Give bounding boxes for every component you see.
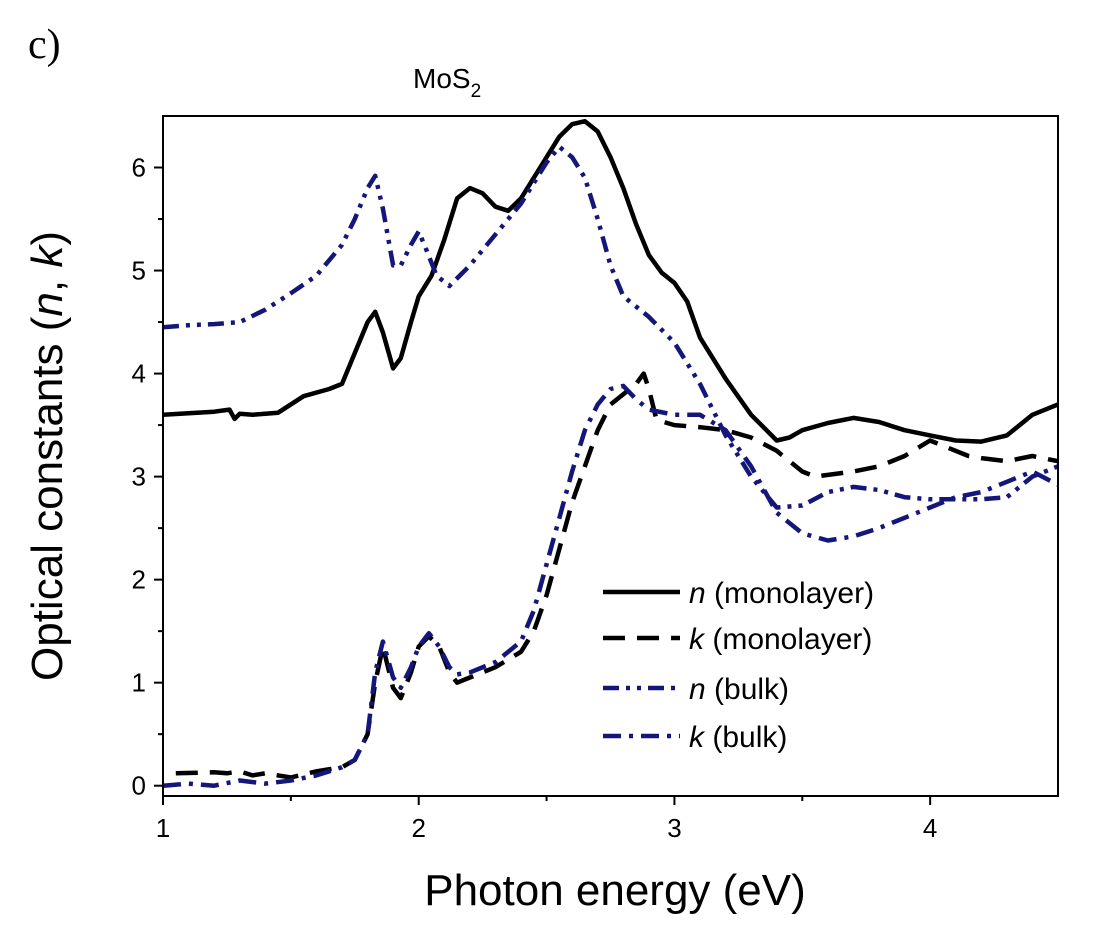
x-tick-label: 4 — [923, 813, 937, 843]
chart-title: MoS2 — [413, 63, 481, 102]
y-tick-label: 3 — [132, 462, 146, 492]
y-axis-title: Optical constants (n, k) — [23, 231, 72, 681]
x-tick-label: 3 — [667, 813, 681, 843]
series-line-0 — [163, 118, 1058, 444]
x-axis-title: Photon energy (eV) — [424, 866, 806, 915]
series-line-2 — [163, 144, 1058, 510]
legend-label-2: n (bulk) — [689, 673, 789, 706]
y-tick-label: 5 — [132, 256, 146, 286]
y-tick-label: 1 — [132, 668, 146, 698]
legend-label-0: n (monolayer) — [689, 577, 874, 610]
legend-label-1: k (monolayer) — [689, 623, 872, 656]
plot-frame — [162, 115, 1059, 797]
y-tick-label: 6 — [132, 153, 146, 183]
legend: n (monolayer) k (monolayer) n (bulk) k (bul… — [603, 577, 874, 754]
series-line-3 — [163, 383, 1058, 788]
y-tick-label: 4 — [132, 359, 146, 389]
series-layer — [163, 118, 1058, 788]
x-tick-label: 1 — [156, 813, 170, 843]
y-tick-label: 2 — [132, 565, 146, 595]
x-tick-label: 2 — [411, 813, 425, 843]
panel-label: c) — [28, 22, 61, 68]
y-tick-label: 0 — [132, 771, 146, 801]
legend-label-3: k (bulk) — [689, 721, 787, 754]
